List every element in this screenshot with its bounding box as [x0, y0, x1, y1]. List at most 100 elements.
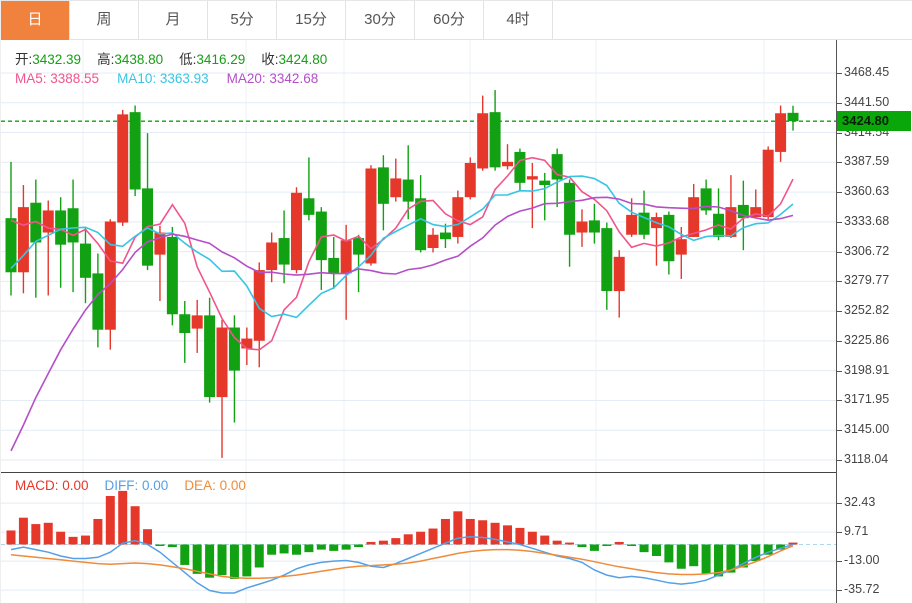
macd-histogram-bar: [68, 536, 78, 545]
macd-histogram-bar: [552, 540, 562, 545]
macd-histogram-bar: [428, 528, 438, 545]
candle-body: [204, 315, 216, 398]
macd-value: MACD: 0.00: [15, 478, 89, 493]
candle-body: [117, 114, 129, 223]
macd-histogram-bar: [465, 518, 475, 545]
macd-histogram-bar: [751, 544, 761, 562]
candle-body: [626, 214, 638, 235]
macd-histogram-bar: [478, 520, 488, 545]
tab-4时[interactable]: 4时: [483, 1, 553, 40]
candle-body: [17, 207, 29, 273]
tab-5分[interactable]: 5分: [207, 1, 277, 40]
macd-histogram-bar: [80, 535, 90, 545]
candle-body: [502, 161, 514, 167]
macd-histogram-bar: [714, 544, 724, 577]
tab-月[interactable]: 月: [138, 1, 208, 40]
candle-body: [700, 188, 712, 211]
macd-histogram-bar: [403, 534, 413, 545]
macd-histogram-bar: [217, 544, 227, 576]
price-axis-label: 3279.77: [835, 273, 890, 288]
price-axis-label: 3225.86: [835, 332, 890, 347]
candle-body: [353, 238, 365, 255]
macd-legend: MACD: 0.00 DIFF: 0.00 DEA: 0.00: [15, 478, 262, 493]
price-chart-canvas[interactable]: [1, 40, 837, 473]
macd-histogram-bar: [291, 544, 301, 555]
macd-histogram-bar: [689, 544, 699, 567]
open-label: 开:: [15, 52, 33, 67]
macd-histogram-bar: [639, 544, 649, 553]
price-axis-label: 3333.68: [835, 213, 890, 228]
macd-histogram-bar: [205, 544, 215, 578]
dea-line: [10, 545, 794, 580]
price-axis-label: 3441.50: [835, 94, 890, 109]
ma10-value: MA10: 3363.93: [117, 71, 209, 86]
candle-body: [290, 192, 302, 271]
current-price-tag: 3424.80: [837, 111, 911, 132]
panel-separator: [1, 472, 837, 473]
macd-histogram-bar: [627, 544, 637, 546]
high-value: 3438.80: [114, 52, 164, 67]
candle-body: [526, 176, 538, 180]
close-label: 收:: [261, 52, 279, 67]
macd-histogram-bar: [788, 542, 798, 545]
macd-histogram-bar: [6, 530, 16, 545]
macd-histogram-bar: [664, 544, 674, 563]
tab-15分[interactable]: 15分: [276, 1, 346, 40]
candle-body: [601, 228, 613, 292]
candle-body: [104, 221, 116, 330]
macd-axis-label: -13.00: [835, 553, 880, 568]
macd-histogram-bar: [118, 490, 128, 545]
diff-line: [10, 536, 794, 594]
candle-body: [663, 214, 675, 262]
macd-histogram-bar: [304, 544, 314, 553]
tab-日[interactable]: 日: [1, 1, 70, 40]
candle-body: [79, 243, 91, 278]
macd-histogram-bar: [254, 544, 264, 568]
ma5-value: MA5: 3388.55: [15, 71, 100, 86]
price-axis-label: 3252.82: [835, 303, 890, 318]
candle-body: [464, 162, 476, 198]
macd-histogram-bar: [515, 527, 525, 545]
macd-axis-label: 32.43: [835, 495, 876, 510]
candle-body: [179, 314, 191, 334]
macd-histogram-bar: [167, 544, 177, 548]
candle-body: [750, 207, 762, 218]
price-axis-label: 3360.63: [835, 184, 890, 199]
candle-body: [477, 113, 489, 169]
candle-body: [725, 207, 737, 237]
candle-body: [762, 149, 774, 218]
candle-body: [514, 151, 526, 183]
macd-histogram-bar: [31, 524, 41, 545]
candle-body: [154, 232, 166, 255]
tab-周[interactable]: 周: [69, 1, 139, 40]
candle-body: [303, 198, 315, 215]
macd-histogram-bar: [701, 544, 711, 574]
tab-60分[interactable]: 60分: [414, 1, 484, 40]
macd-histogram-bar: [18, 517, 28, 545]
macd-histogram-bar: [329, 544, 339, 551]
ma10-line: [10, 175, 794, 319]
macd-histogram-bar: [130, 506, 140, 545]
low-label: 低:: [179, 52, 197, 67]
open-value: 3432.39: [32, 52, 82, 67]
candle-body: [67, 208, 79, 243]
candle-body: [228, 327, 240, 371]
candle-body: [787, 112, 799, 122]
candle-body: [55, 210, 67, 245]
macd-histogram-bar: [93, 518, 103, 545]
candle-body: [340, 240, 352, 274]
macd-histogram-bar: [105, 495, 115, 545]
candle-body: [129, 112, 141, 190]
candle-body: [675, 239, 687, 255]
candle-body: [216, 327, 228, 398]
diff-value: DIFF: 0.00: [104, 478, 169, 493]
macd-histogram-bar: [354, 544, 364, 548]
candle-body: [638, 212, 650, 235]
candle-body: [539, 180, 551, 186]
tab-30分[interactable]: 30分: [345, 1, 415, 40]
macd-histogram-bar: [378, 540, 388, 545]
macd-chart-canvas[interactable]: [1, 473, 837, 603]
macd-histogram-bar: [540, 535, 550, 545]
macd-histogram-bar: [651, 544, 661, 556]
price-axis-label: 3468.45: [835, 65, 890, 79]
